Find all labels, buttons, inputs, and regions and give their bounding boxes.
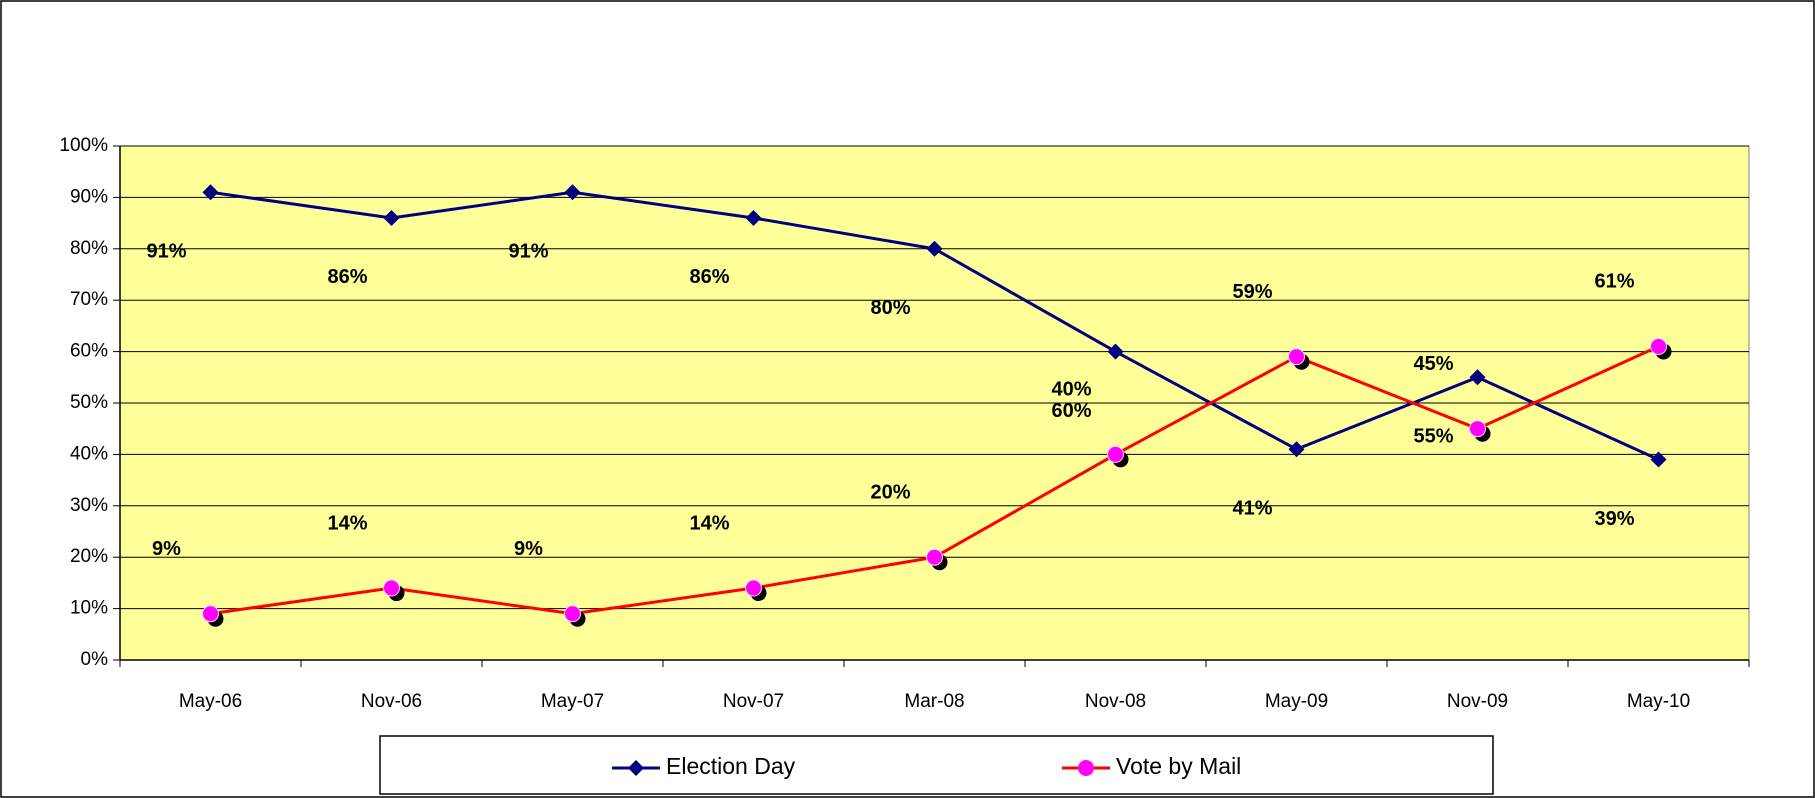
legend-marker xyxy=(628,760,644,776)
data-label: 14% xyxy=(689,512,729,534)
legend-marker xyxy=(1078,760,1094,776)
x-tick-label: Nov-06 xyxy=(361,691,422,712)
legend-box xyxy=(379,735,1494,795)
data-label: 86% xyxy=(327,266,367,288)
marker xyxy=(383,579,400,597)
marker xyxy=(383,209,400,226)
marker xyxy=(202,605,219,623)
marker xyxy=(1288,348,1305,366)
y-tick-label: 40% xyxy=(70,443,108,464)
data-label: 55% xyxy=(1413,426,1453,448)
x-tick-label: Mar-08 xyxy=(904,691,964,712)
y-tick-label: 0% xyxy=(81,649,109,670)
data-label: 40% xyxy=(1051,379,1091,401)
marker xyxy=(1107,343,1124,360)
marker xyxy=(564,184,581,201)
x-tick-label: May-10 xyxy=(1627,691,1690,712)
data-label: 59% xyxy=(1232,281,1272,303)
y-tick-label: 80% xyxy=(70,238,108,259)
y-tick-label: 30% xyxy=(70,495,108,516)
data-label: 41% xyxy=(1232,498,1272,520)
data-label: 9% xyxy=(152,538,181,560)
marker xyxy=(745,209,762,226)
data-label: 61% xyxy=(1594,271,1634,293)
x-tick-label: Nov-09 xyxy=(1447,691,1508,712)
data-label: 20% xyxy=(870,481,910,503)
marker xyxy=(1469,369,1486,386)
data-label: 45% xyxy=(1413,353,1453,375)
legend-label: Election Day xyxy=(666,753,796,779)
x-tick-label: May-06 xyxy=(179,691,242,712)
y-tick-label: 90% xyxy=(70,186,108,207)
y-tick-label: 100% xyxy=(59,135,108,156)
marker xyxy=(1107,445,1124,463)
marker xyxy=(1650,451,1667,468)
data-label: 9% xyxy=(514,538,543,560)
x-tick-label: May-07 xyxy=(541,691,604,712)
marker xyxy=(926,240,943,257)
x-tick-label: Nov-08 xyxy=(1085,691,1146,712)
marker xyxy=(926,548,943,566)
data-label: 80% xyxy=(870,297,910,319)
data-label: 91% xyxy=(508,241,548,263)
y-tick-label: 10% xyxy=(70,598,108,619)
legend-label: Vote by Mail xyxy=(1116,753,1241,779)
y-tick-label: 20% xyxy=(70,546,108,567)
x-tick-label: May-09 xyxy=(1265,691,1328,712)
marker xyxy=(745,579,762,597)
marker xyxy=(1469,420,1486,438)
marker xyxy=(1650,337,1667,355)
marker xyxy=(202,184,219,201)
data-label: 91% xyxy=(146,241,186,263)
y-tick-label: 70% xyxy=(70,289,108,310)
x-tick-label: Nov-07 xyxy=(723,691,784,712)
marker xyxy=(1288,441,1305,458)
y-tick-label: 50% xyxy=(70,392,108,413)
marker xyxy=(564,605,581,623)
y-tick-label: 60% xyxy=(70,341,108,362)
data-label: 14% xyxy=(327,512,367,534)
data-label: 60% xyxy=(1051,400,1091,422)
data-label: 86% xyxy=(689,266,729,288)
data-label: 39% xyxy=(1594,508,1634,530)
